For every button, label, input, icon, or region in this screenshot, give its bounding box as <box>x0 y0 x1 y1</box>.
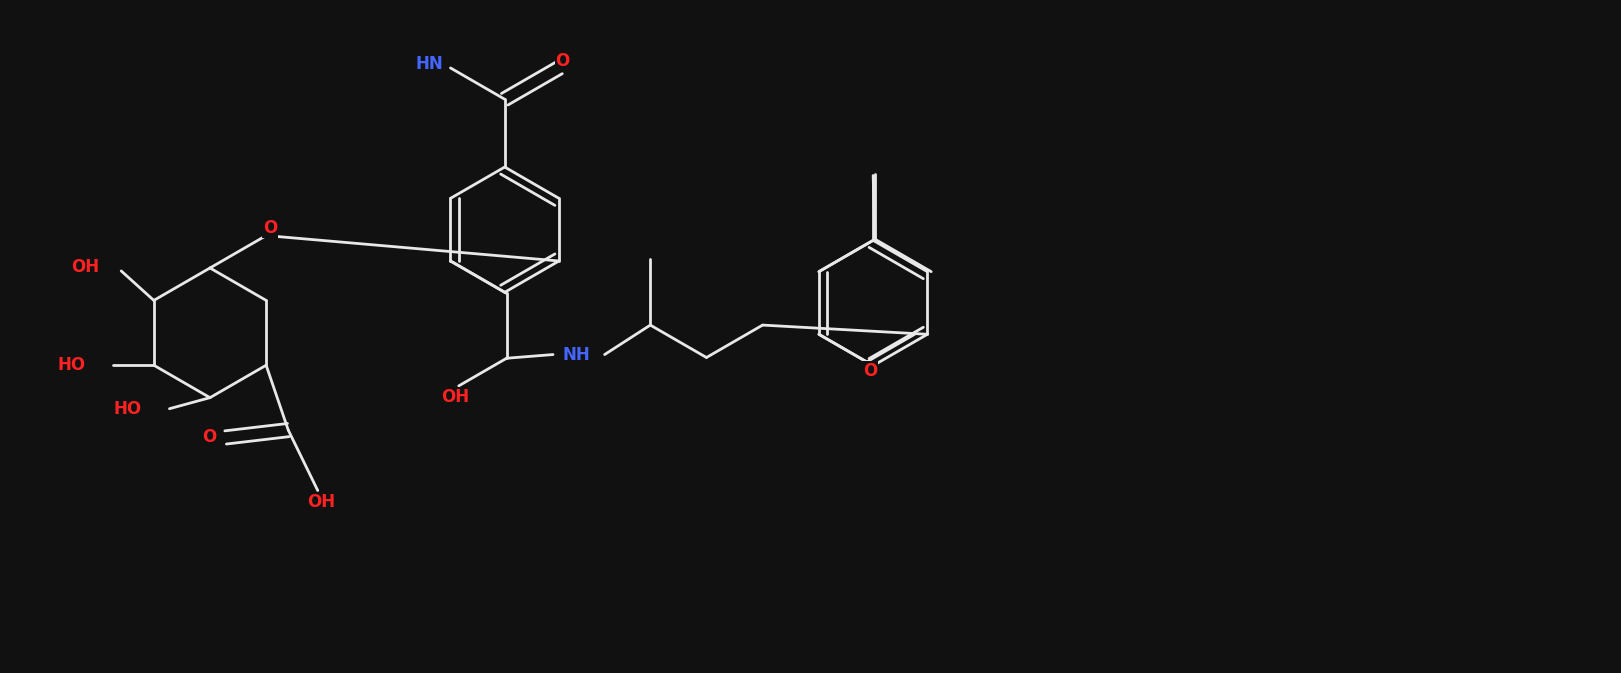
Text: O: O <box>203 429 217 446</box>
Text: OH: OH <box>308 493 336 511</box>
Text: O: O <box>263 219 277 237</box>
Text: HO: HO <box>57 356 86 374</box>
Text: HO: HO <box>113 400 141 418</box>
Text: HN: HN <box>415 55 443 73</box>
Text: O: O <box>556 52 569 69</box>
Text: O: O <box>864 362 877 380</box>
Text: OH: OH <box>441 388 468 406</box>
Text: NH: NH <box>562 345 590 363</box>
Text: OH: OH <box>71 258 99 276</box>
